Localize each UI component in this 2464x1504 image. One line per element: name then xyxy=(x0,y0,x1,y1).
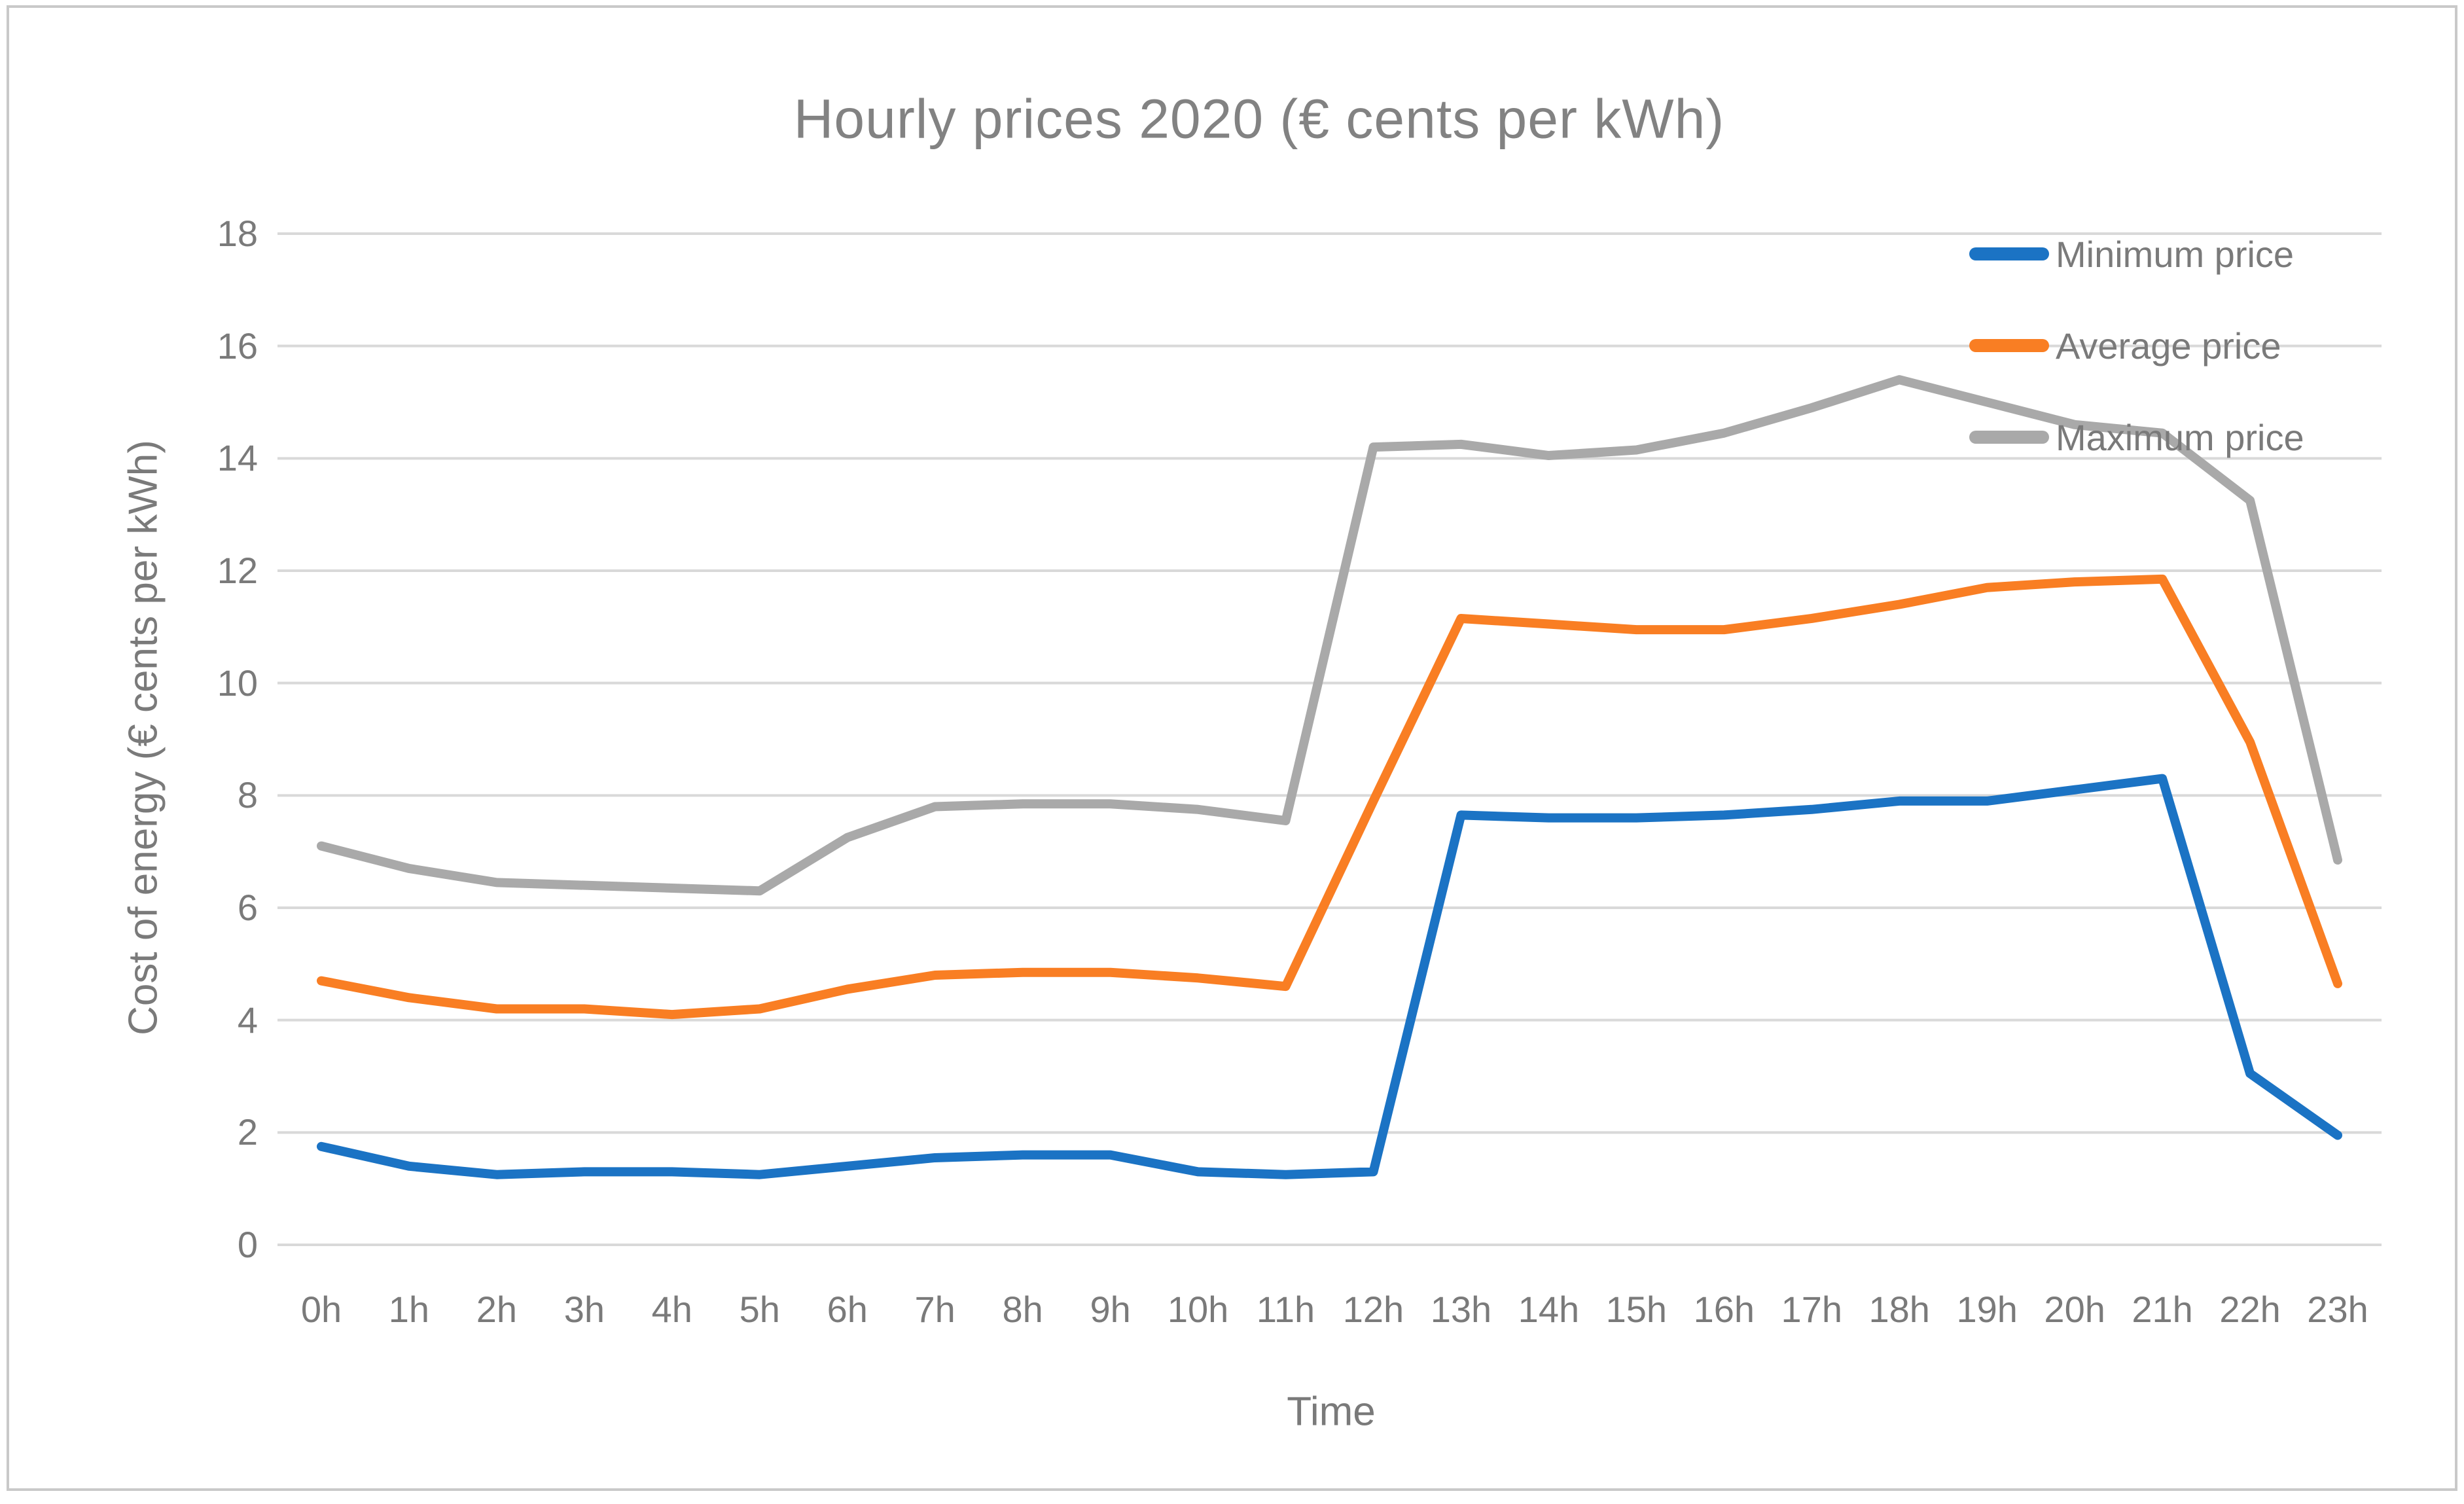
chart-frame: Hourly prices 2020 (€ cents per kWh) 0 2 4… xyxy=(7,5,2457,1491)
x-tick-label-23h: 23h xyxy=(2307,1289,2368,1330)
y-axis-title: Cost of energy (€ cents per kWh) xyxy=(120,440,166,1035)
legend-swatch-icon xyxy=(1969,431,2049,444)
legend-item-average-price: Average price xyxy=(1969,322,2281,369)
x-tick-label-3h: 3h xyxy=(563,1289,605,1330)
series-line-average-price xyxy=(316,574,2343,1020)
y-tick-label-16: 16 xyxy=(217,325,258,367)
series-line-minimum-price xyxy=(316,774,2343,1179)
y-tick-label-14: 14 xyxy=(217,437,258,479)
x-tick-label-7h: 7h xyxy=(914,1289,955,1330)
x-tick-label-10h: 10h xyxy=(1167,1289,1229,1330)
x-tick-label-11h: 11h xyxy=(1256,1289,1315,1330)
chart-title: Hourly prices 2020 (€ cents per kWh) xyxy=(793,88,1725,150)
x-tick-label-21h: 21h xyxy=(2132,1289,2193,1330)
x-tick-label-17h: 17h xyxy=(1781,1289,1842,1330)
x-tick-label-14h: 14h xyxy=(1518,1289,1580,1330)
legend-swatch-icon xyxy=(1969,247,2049,260)
x-tick-label-16h: 16h xyxy=(1693,1289,1755,1330)
x-tick-label-4h: 4h xyxy=(651,1289,692,1330)
series-line-maximum-price xyxy=(316,375,2343,896)
x-tick-label-9h: 9h xyxy=(1090,1289,1131,1330)
x-tick-label-0h: 0h xyxy=(300,1289,342,1330)
legend-label: Maximum price xyxy=(2056,416,2304,458)
x-tick-label-6h: 6h xyxy=(827,1289,868,1330)
x-tick-label-18h: 18h xyxy=(1868,1289,1930,1330)
y-tick-label-18: 18 xyxy=(217,213,258,254)
x-tick-label-15h: 15h xyxy=(1605,1289,1668,1330)
x-tick-label-13h: 13h xyxy=(1430,1289,1492,1330)
plot-area xyxy=(277,232,2382,1246)
y-tick-label-10: 10 xyxy=(217,662,258,704)
y-tick-label-2: 2 xyxy=(237,1111,258,1153)
legend-item-maximum-price: Maximum price xyxy=(1969,414,2304,461)
legend-label: Minimum price xyxy=(2056,233,2294,275)
y-tick-label-8: 8 xyxy=(237,774,258,816)
x-tick-label-22h: 22h xyxy=(2219,1289,2281,1330)
legend-item-minimum-price: Minimum price xyxy=(1969,230,2294,278)
x-tick-label-12h: 12h xyxy=(1342,1289,1404,1330)
x-tick-label-1h: 1h xyxy=(388,1289,430,1330)
y-tick-label-6: 6 xyxy=(237,887,258,928)
legend-label: Average price xyxy=(2056,325,2281,367)
x-tick-label-5h: 5h xyxy=(739,1289,780,1330)
x-axis-title: Time xyxy=(1287,1389,1376,1435)
legend-swatch-icon xyxy=(1969,339,2049,352)
y-tick-label-4: 4 xyxy=(237,999,258,1041)
y-tick-label-12: 12 xyxy=(217,550,258,591)
x-tick-label-19h: 19h xyxy=(1956,1289,2018,1330)
x-tick-label-20h: 20h xyxy=(2044,1289,2105,1330)
x-tick-label-8h: 8h xyxy=(1002,1289,1043,1330)
y-tick-label-0: 0 xyxy=(237,1224,258,1265)
x-tick-label-2h: 2h xyxy=(476,1289,518,1330)
